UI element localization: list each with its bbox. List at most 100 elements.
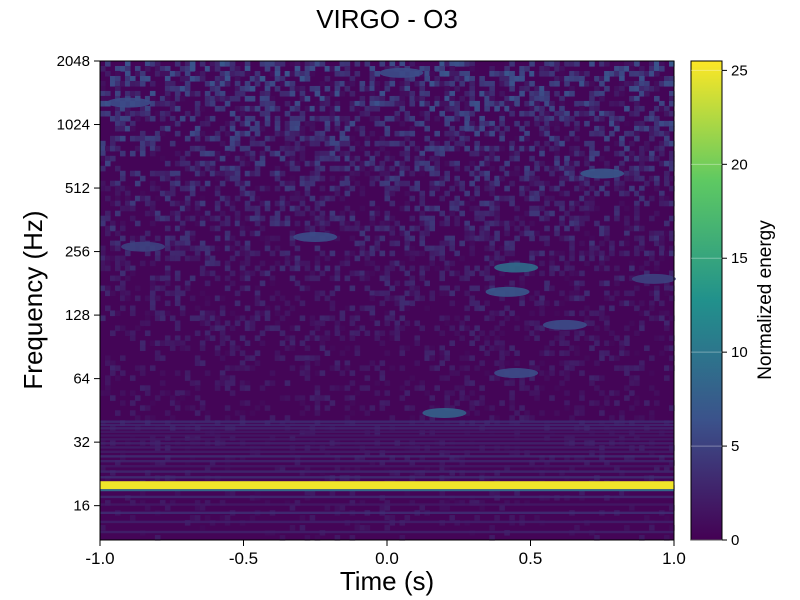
heatmap-cell <box>119 325 126 332</box>
heatmap-cell <box>649 355 655 361</box>
heatmap-cell <box>579 205 585 212</box>
heatmap-cell <box>304 61 311 67</box>
heatmap-cell <box>629 85 635 92</box>
heatmap-cell <box>624 370 630 376</box>
heatmap-cell <box>409 170 416 177</box>
heatmap-cell <box>204 80 211 87</box>
heatmap-cell <box>434 250 441 257</box>
heatmap-cell <box>449 100 455 107</box>
heatmap-cell <box>299 210 306 217</box>
heatmap-cell <box>274 170 281 177</box>
heatmap-cell <box>159 115 166 122</box>
heatmap-cell <box>284 185 291 192</box>
heatmap-cell <box>394 100 401 107</box>
heatmap-cell <box>394 220 401 227</box>
heatmap-cell <box>594 385 600 391</box>
heatmap-cell <box>529 205 535 212</box>
heatmap-cell <box>464 265 470 272</box>
heatmap-cell <box>384 390 391 396</box>
heatmap-cell <box>224 455 231 461</box>
heatmap-cell <box>274 75 281 82</box>
heatmap-cell <box>404 75 411 82</box>
heatmap-cell <box>604 280 610 287</box>
heatmap-cell <box>464 125 470 132</box>
heatmap-cell <box>154 535 161 541</box>
heatmap-cell <box>554 120 560 127</box>
heatmap-cell <box>449 235 455 242</box>
heatmap-cell <box>139 370 146 376</box>
heatmap-cell <box>594 310 600 317</box>
heatmap-cell <box>134 285 141 292</box>
heatmap-cell <box>554 385 560 391</box>
heatmap-cell <box>584 160 590 167</box>
heatmap-cell <box>579 80 585 87</box>
heatmap-cell <box>264 235 271 242</box>
heatmap-cell <box>219 80 226 87</box>
heatmap-cell <box>294 455 301 461</box>
heatmap-cell <box>569 265 575 272</box>
heatmap-cell <box>204 370 211 376</box>
heatmap-cell <box>574 270 580 277</box>
heatmap-cell <box>199 215 206 222</box>
heatmap-cell <box>184 110 191 117</box>
heatmap-cell <box>214 225 221 232</box>
heatmap-cell <box>159 380 166 386</box>
heatmap-cell <box>169 250 176 257</box>
heatmap-cell <box>204 95 211 102</box>
heatmap-cell <box>219 380 226 386</box>
heatmap-cell <box>559 340 565 347</box>
heatmap-cell <box>164 75 171 82</box>
heatmap-cell <box>469 285 475 292</box>
heatmap-cell <box>139 365 146 371</box>
heatmap-cell <box>634 85 640 92</box>
heatmap-cell <box>274 150 281 157</box>
heatmap-cell <box>384 165 391 172</box>
heatmap-cell <box>294 70 301 77</box>
heatmap-cell <box>259 385 266 391</box>
heatmap-cell <box>654 145 660 152</box>
heatmap-cell <box>259 150 266 157</box>
heatmap-cell <box>479 90 485 97</box>
heatmap-cell <box>149 305 156 312</box>
heatmap-cell <box>399 315 406 322</box>
heatmap-cell <box>319 175 326 182</box>
heatmap-cell <box>289 85 296 92</box>
heatmap-cell <box>624 130 630 137</box>
heatmap-cell <box>629 320 635 327</box>
heatmap-cell <box>254 130 261 137</box>
heatmap-cell <box>389 225 396 232</box>
heatmap-cell <box>619 340 625 347</box>
heatmap-cell <box>474 185 480 192</box>
heatmap-cell <box>539 305 545 312</box>
heatmap-cell <box>369 75 376 82</box>
heatmap-cell <box>229 255 236 262</box>
heatmap-cell <box>339 130 346 137</box>
heatmap-cell <box>164 170 171 177</box>
heatmap-cell <box>274 70 281 77</box>
heatmap-cell <box>439 490 445 496</box>
heatmap-cell <box>179 75 186 82</box>
heatmap-cell <box>669 245 675 252</box>
x-tick-label: 0.0 <box>375 549 399 568</box>
heatmap-cell <box>614 335 620 342</box>
heatmap-cell <box>119 295 126 302</box>
heatmap-cell <box>439 350 445 356</box>
heatmap-cell <box>224 165 231 172</box>
heatmap-cell <box>369 180 376 187</box>
heatmap-cell <box>114 105 121 112</box>
heatmap-cell <box>479 500 485 506</box>
heatmap-cell <box>664 285 670 292</box>
heatmap-cell <box>414 340 421 347</box>
heatmap-cell <box>619 275 625 282</box>
heatmap-cell <box>614 100 620 107</box>
heatmap-cell <box>279 250 286 257</box>
heatmap-cell <box>399 295 406 302</box>
heatmap-cell <box>564 275 570 282</box>
plot-area <box>99 60 676 541</box>
heatmap-cell <box>244 85 251 92</box>
heatmap-cell <box>389 75 396 82</box>
heatmap-cell <box>584 355 590 361</box>
heatmap-cell <box>484 95 490 102</box>
heatmap-cell <box>509 390 515 396</box>
heatmap-cell <box>524 165 530 172</box>
